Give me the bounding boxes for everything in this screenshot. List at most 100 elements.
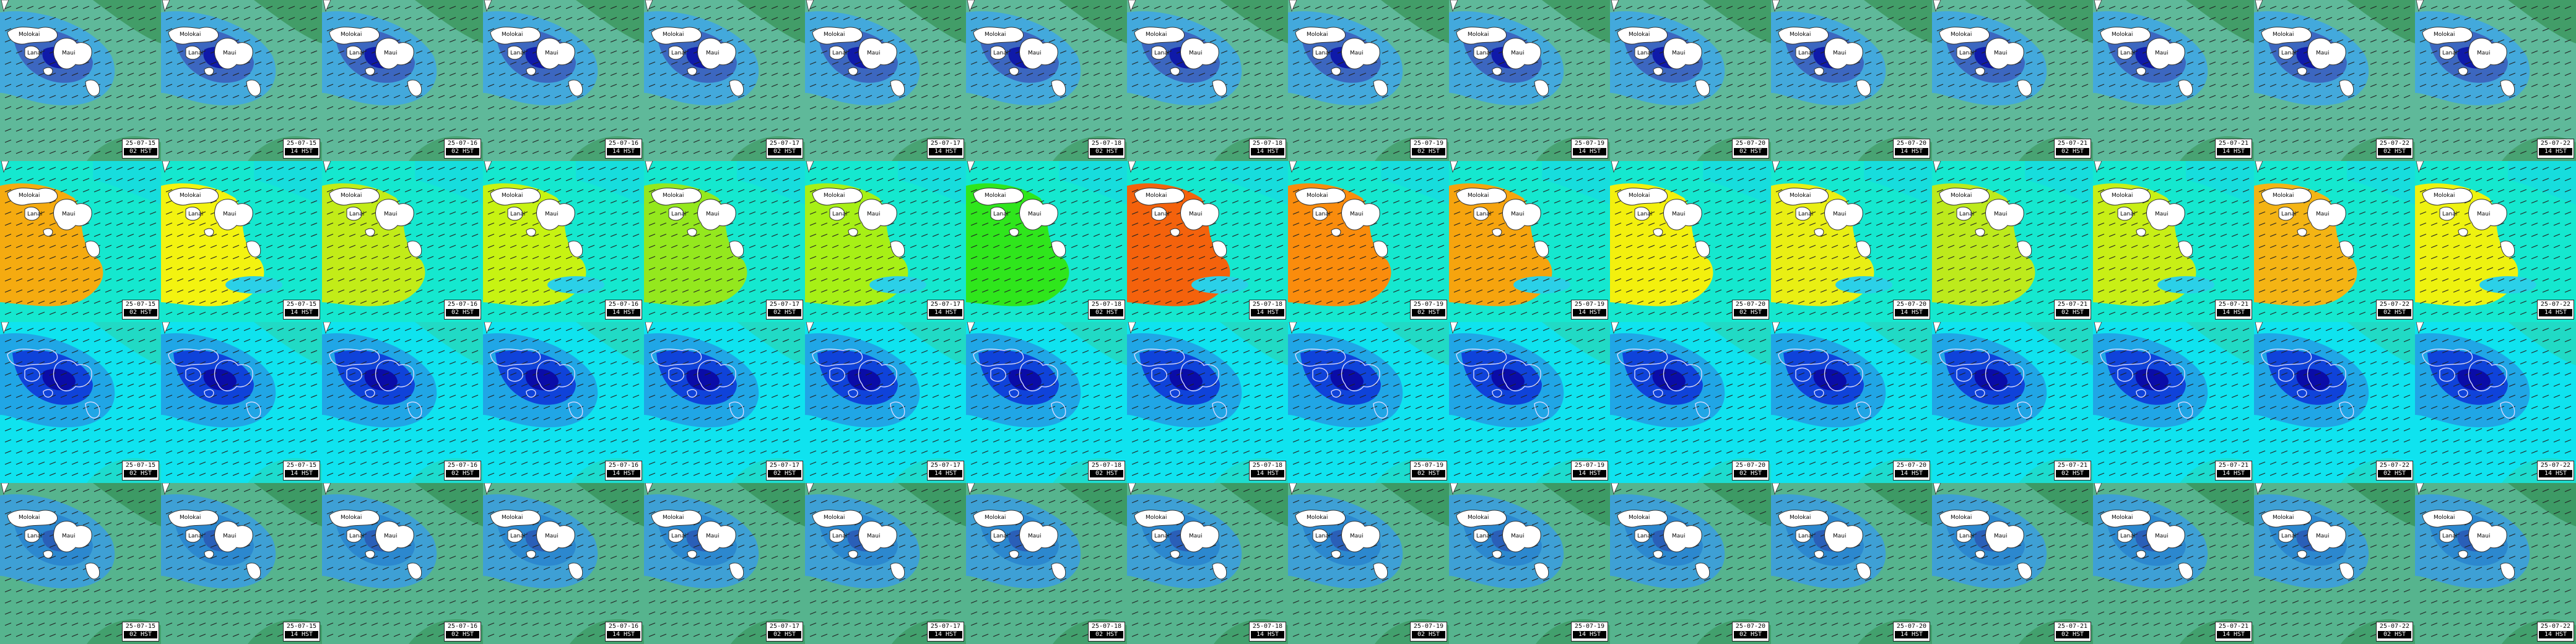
forecast-tile[interactable]: Molokai Lanai Maui 25-07-20 02 HST [1610, 161, 1771, 322]
forecast-tile[interactable]: Molokai Lanai Maui 25-07-19 14 HST [1449, 483, 1610, 644]
island-label-lanai: Lanai [1476, 211, 1491, 217]
forecast-tile[interactable]: Molokai Lanai Maui 25-07-15 14 HST [161, 161, 322, 322]
forecast-tile[interactable]: 25-07-16 02 HST [322, 322, 483, 483]
island-hawaii [1856, 240, 1871, 258]
forecast-tile[interactable]: Molokai Lanai Maui 25-07-21 14 HST [2093, 0, 2254, 161]
island-maui [1663, 199, 1702, 230]
island-hawaii [246, 240, 261, 258]
timestamp-hour: 14 HST [607, 309, 640, 316]
forecast-tile[interactable]: Molokai Lanai Maui 25-07-17 02 HST [644, 0, 805, 161]
forecast-tile[interactable]: 25-07-19 02 HST [1288, 322, 1449, 483]
forecast-tile[interactable]: Molokai Lanai Maui 25-07-19 02 HST [1288, 161, 1449, 322]
forecast-tile[interactable]: 25-07-20 02 HST [1610, 322, 1771, 483]
island-label-lanai: Lanai [832, 50, 847, 56]
forecast-tile[interactable]: Molokai Lanai Maui 25-07-21 14 HST [2093, 483, 2254, 644]
timestamp-hour: 14 HST [1251, 309, 1284, 316]
forecast-tile[interactable]: 25-07-16 14 HST [483, 322, 644, 483]
forecast-tile[interactable]: Molokai Lanai Maui 25-07-22 02 HST [2254, 161, 2415, 322]
island-maui [1341, 199, 1380, 230]
forecast-tile[interactable]: Molokai Lanai Maui 25-07-18 02 HST [966, 0, 1127, 161]
island-label-molokai: Molokai [824, 193, 845, 199]
forecast-tile[interactable]: Molokai Lanai Maui 25-07-15 02 HST [0, 161, 161, 322]
forecast-tile[interactable]: Molokai Lanai Maui 25-07-17 02 HST [644, 483, 805, 644]
forecast-tile[interactable]: Molokai Lanai Maui 25-07-15 14 HST [161, 483, 322, 644]
forecast-tile[interactable]: 25-07-20 14 HST [1771, 322, 1932, 483]
island-label-lanai: Lanai [1798, 50, 1813, 56]
forecast-tile[interactable]: Molokai Lanai Maui 25-07-22 02 HST [2254, 0, 2415, 161]
forecast-tile[interactable]: Molokai Lanai Maui 25-07-15 14 HST [161, 0, 322, 161]
forecast-tile[interactable]: Molokai Lanai Maui 25-07-18 02 HST [966, 483, 1127, 644]
timestamp-hour: 14 HST [2217, 309, 2250, 316]
forecast-tile[interactable]: Molokai Lanai Maui 25-07-16 14 HST [483, 161, 644, 322]
timestamp-badge: 25-07-19 02 HST [1410, 622, 1447, 642]
timestamp-date: 25-07-17 [930, 462, 961, 469]
forecast-tile[interactable]: Molokai Lanai Maui 25-07-22 14 HST [2415, 483, 2576, 644]
forecast-tile[interactable]: 25-07-17 14 HST [805, 322, 966, 483]
forecast-tile[interactable]: Molokai Lanai Maui 25-07-16 02 HST [322, 483, 483, 644]
forecast-tile[interactable]: Molokai Lanai Maui 25-07-18 14 HST [1127, 483, 1288, 644]
forecast-tile[interactable]: Molokai Lanai Maui 25-07-19 14 HST [1449, 0, 1610, 161]
forecast-tile[interactable]: Molokai Lanai Maui 25-07-21 02 HST [1932, 0, 2093, 161]
forecast-tile[interactable]: Molokai Lanai Maui 25-07-19 02 HST [1288, 0, 1449, 161]
forecast-map: Molokai Lanai Maui [1610, 0, 1771, 161]
forecast-tile[interactable]: Molokai Lanai Maui 25-07-16 02 HST [322, 0, 483, 161]
island-label-maui: Maui [1350, 50, 1364, 56]
forecast-tile[interactable]: 25-07-19 14 HST [1449, 322, 1610, 483]
forecast-tile[interactable]: Molokai Lanai Maui 25-07-22 14 HST [2415, 161, 2576, 322]
island-label-lanai: Lanai [2281, 50, 2296, 56]
forecast-tile[interactable]: Molokai Lanai Maui 25-07-20 02 HST [1610, 0, 1771, 161]
forecast-tile[interactable]: Molokai Lanai Maui 25-07-16 02 HST [322, 161, 483, 322]
forecast-tile[interactable]: 25-07-18 02 HST [966, 322, 1127, 483]
forecast-tile[interactable]: Molokai Lanai Maui 25-07-18 14 HST [1127, 161, 1288, 322]
island-lanai [1312, 367, 1328, 382]
forecast-tile[interactable]: Molokai Lanai Maui 25-07-21 02 HST [1932, 483, 2093, 644]
island-label-lanai: Lanai [1959, 211, 1974, 217]
forecast-tile[interactable]: Molokai Lanai Maui 25-07-22 14 HST [2415, 0, 2576, 161]
forecast-tile[interactable]: Molokai Lanai Maui 25-07-16 14 HST [483, 0, 644, 161]
forecast-tile[interactable]: Molokai Lanai Maui 25-07-17 14 HST [805, 161, 966, 322]
timestamp-date: 25-07-20 [1896, 301, 1927, 308]
island-kahoolawe [43, 550, 53, 559]
forecast-tile[interactable]: 25-07-18 14 HST [1127, 322, 1288, 483]
timestamp-hour: 02 HST [1090, 148, 1123, 155]
forecast-tile[interactable]: Molokai Lanai Maui 25-07-21 14 HST [2093, 161, 2254, 322]
island-molokai [973, 188, 1024, 206]
timestamp-hour: 14 HST [1251, 631, 1284, 638]
forecast-tile[interactable]: Molokai Lanai Maui 25-07-19 14 HST [1449, 161, 1610, 322]
island-maui [1985, 360, 2024, 391]
forecast-tile[interactable]: Molokai Lanai Maui 25-07-17 02 HST [644, 161, 805, 322]
island-hawaii [1373, 79, 1388, 97]
forecast-tile[interactable]: Molokai Lanai Maui 25-07-21 02 HST [1932, 161, 2093, 322]
forecast-tile[interactable]: Molokai Lanai Maui 25-07-17 14 HST [805, 483, 966, 644]
forecast-tile[interactable]: Molokai Lanai Maui 25-07-17 14 HST [805, 0, 966, 161]
forecast-tile[interactable]: 25-07-21 14 HST [2093, 322, 2254, 483]
forecast-tile[interactable]: 25-07-15 14 HST [161, 322, 322, 483]
timestamp-hour: 14 HST [2539, 631, 2572, 638]
forecast-tile[interactable]: Molokai Lanai Maui 25-07-15 02 HST [0, 0, 161, 161]
timestamp-hour: 02 HST [2378, 470, 2411, 477]
forecast-tile[interactable]: 25-07-21 02 HST [1932, 322, 2093, 483]
forecast-tile[interactable]: Molokai Lanai Maui 25-07-20 02 HST [1610, 483, 1771, 644]
forecast-tile[interactable]: Molokai Lanai Maui 25-07-19 02 HST [1288, 483, 1449, 644]
timestamp-badge: 25-07-15 02 HST [122, 622, 159, 642]
timestamp-badge: 25-07-20 02 HST [1732, 461, 1769, 481]
timestamp-date: 25-07-21 [2057, 462, 2088, 469]
island-label-molokai: Molokai [1307, 515, 1328, 521]
timestamp-badge: 25-07-16 02 HST [444, 139, 481, 159]
forecast-tile[interactable]: Molokai Lanai Maui 25-07-22 02 HST [2254, 483, 2415, 644]
island-molokai [651, 349, 702, 367]
island-label-maui: Maui [1994, 211, 2008, 217]
forecast-tile[interactable]: Molokai Lanai Maui 25-07-15 02 HST [0, 483, 161, 644]
forecast-tile[interactable]: 25-07-17 02 HST [644, 322, 805, 483]
forecast-tile[interactable]: Molokai Lanai Maui 25-07-18 14 HST [1127, 0, 1288, 161]
island-label-molokai: Molokai [824, 32, 845, 38]
forecast-tile[interactable]: 25-07-22 02 HST [2254, 322, 2415, 483]
forecast-tile[interactable]: Molokai Lanai Maui 25-07-20 14 HST [1771, 161, 1932, 322]
forecast-tile[interactable]: 25-07-15 02 HST [0, 322, 161, 483]
forecast-map [322, 322, 483, 483]
forecast-tile[interactable]: Molokai Lanai Maui 25-07-20 14 HST [1771, 0, 1932, 161]
forecast-tile[interactable]: Molokai Lanai Maui 25-07-16 14 HST [483, 483, 644, 644]
forecast-tile[interactable]: 25-07-22 14 HST [2415, 322, 2576, 483]
forecast-tile[interactable]: Molokai Lanai Maui 25-07-18 02 HST [966, 161, 1127, 322]
forecast-tile[interactable]: Molokai Lanai Maui 25-07-20 14 HST [1771, 483, 1932, 644]
